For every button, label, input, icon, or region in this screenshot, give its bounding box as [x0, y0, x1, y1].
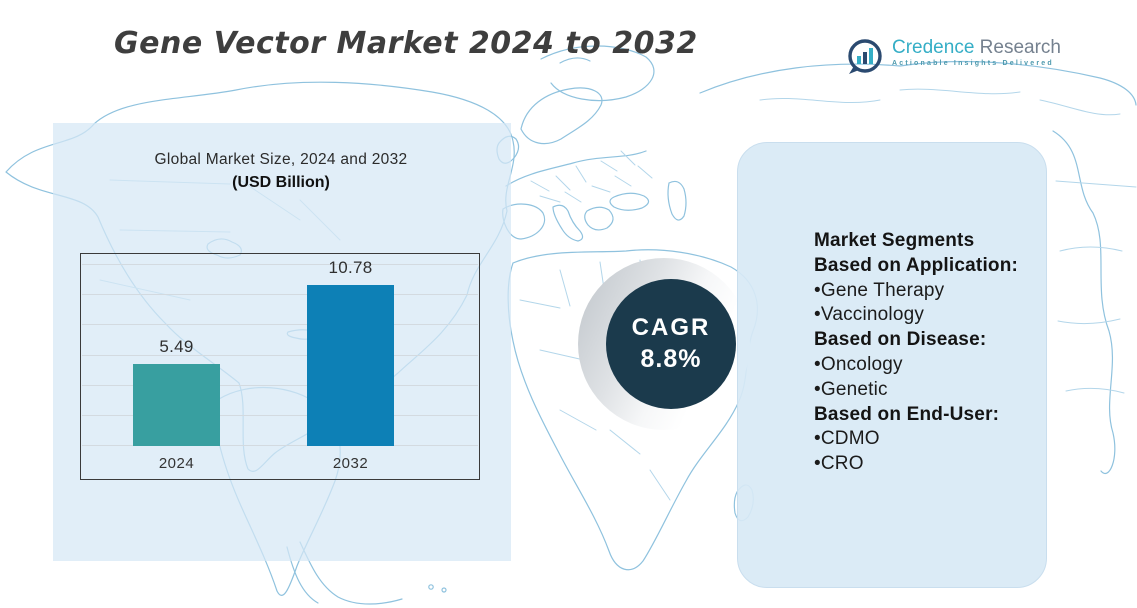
cagr-badge: CAGR 8.8% [578, 258, 750, 430]
cagr-circle: CAGR 8.8% [606, 279, 736, 409]
chart-heading: Global Market Size, 2024 and 2032 (USD B… [80, 151, 482, 192]
segment-item: •Oncology [814, 353, 903, 375]
bar-value-label: 10.78 [328, 258, 373, 278]
left-highlight-panel [53, 123, 511, 561]
logo-tagline: Actionable Insights Delivered [892, 60, 1054, 67]
gridline [82, 414, 478, 416]
segment-item: •Vaccinology [814, 304, 925, 326]
page-title: Gene Vector Market 2024 to 2032 [114, 26, 698, 61]
bar-category-label: 2032 [332, 455, 369, 472]
bar-category-label: 2024 [158, 455, 195, 472]
logo-brand-secondary: Research [979, 37, 1061, 58]
brand-logo: Credence Research Actionable Insights De… [845, 37, 1061, 77]
bar-2032 [307, 285, 394, 446]
logo-brand: Credence Research [892, 37, 1061, 58]
logo-bar-chart-icon [848, 39, 882, 74]
bar-chart: 5.49 10.78 2024 2032 [80, 253, 480, 480]
plot-area: 5.49 10.78 [81, 258, 479, 446]
segment-item: •Gene Therapy [814, 279, 945, 301]
segment-header: Based on Application: [814, 254, 1019, 276]
gridline [82, 264, 478, 265]
gridline [82, 384, 478, 386]
bar-2024 [133, 364, 220, 446]
segments-panel: Market Segments Based on Application: •Gen… [737, 142, 1047, 588]
segment-item: •Genetic [814, 378, 888, 400]
segment-item: •CRO [814, 453, 864, 475]
segment-header: Based on Disease: [814, 329, 987, 351]
gridline [82, 324, 478, 326]
segments-list: Market Segments Based on Application: •Gen… [814, 229, 1028, 477]
gridline [82, 445, 478, 446]
gridline [82, 354, 478, 356]
logo-brand-primary: Credence [892, 37, 975, 58]
segment-header: Based on End-User: [814, 403, 1000, 425]
gridline [82, 294, 478, 296]
chart-title: Global Market Size, 2024 and 2032 [154, 151, 408, 168]
chart-subtitle: (USD Billion) [232, 174, 330, 191]
cagr-value: 8.8% [640, 345, 702, 373]
segment-header: Market Segments [814, 230, 975, 251]
segment-item: •CDMO [814, 428, 880, 450]
bar-value-label: 5.49 [159, 337, 194, 357]
logo-text: Credence Research Actionable Insights De… [892, 37, 1061, 67]
cagr-label: CAGR [631, 314, 711, 341]
